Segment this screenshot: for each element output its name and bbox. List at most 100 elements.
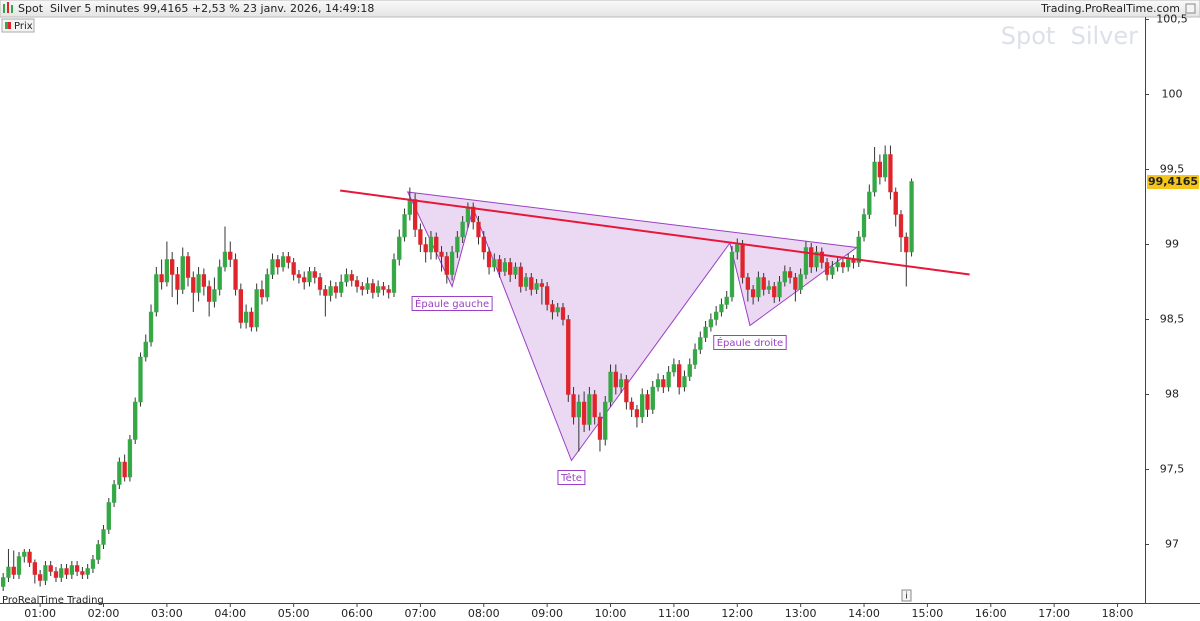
candle-body (428, 236, 434, 253)
candle-body (302, 277, 307, 283)
candle-body (692, 349, 698, 365)
pattern-label: Épaule gauche (415, 297, 489, 310)
candle-body (618, 379, 624, 388)
candle-body (259, 289, 265, 298)
candle-body (291, 262, 296, 275)
candle-body (249, 311, 254, 328)
candle-body (523, 277, 529, 287)
y-tick-label: 98 (1165, 388, 1179, 401)
x-tick-label: 07:00 (405, 607, 437, 620)
candle-body (867, 191, 872, 215)
candle-body (286, 256, 291, 263)
candle-body (69, 565, 74, 575)
candle-body (206, 286, 212, 302)
candle-body (655, 379, 661, 388)
x-tick-label: 01:00 (24, 607, 56, 620)
info-icon[interactable] (901, 589, 912, 602)
candle-body (904, 236, 909, 253)
candle-body (597, 416, 603, 440)
candle-body (481, 236, 486, 253)
candle-body (883, 154, 888, 178)
candle-body (550, 304, 555, 313)
candle-body (502, 262, 508, 272)
candle-body (587, 394, 592, 425)
candle-body (798, 274, 803, 290)
legend-icon (8, 22, 11, 29)
candle-body (486, 251, 492, 268)
candle-body (370, 283, 376, 293)
candle-body (581, 401, 587, 425)
candle-body (53, 571, 59, 578)
candle-body (328, 286, 333, 296)
candle-body (201, 274, 207, 287)
candle-body (117, 461, 122, 485)
candle-body (74, 565, 80, 572)
candle-body (698, 337, 703, 350)
candle-body (809, 247, 814, 268)
y-tick-label: 97 (1165, 538, 1179, 551)
candle-body (640, 394, 645, 418)
candle-body (814, 251, 819, 268)
candle-body (434, 236, 439, 253)
pattern-label-box (713, 335, 787, 350)
candle-body (608, 371, 613, 403)
candle-body (492, 259, 497, 268)
candle-body (280, 256, 286, 268)
candle-body (354, 280, 360, 287)
window-button[interactable] (1185, 3, 1196, 14)
candle-body (518, 266, 523, 287)
candle-body (412, 199, 418, 230)
candle-body (402, 214, 407, 238)
x-tick-label: 18:00 (1102, 607, 1134, 620)
candle-body (756, 277, 761, 298)
candle-body (729, 251, 735, 298)
candle-body (185, 256, 191, 278)
candle-body (407, 199, 412, 215)
candle-body (27, 551, 32, 563)
y-tick-label: 100,5 (1156, 13, 1188, 26)
pattern-label: Tête (560, 472, 582, 484)
y-tick-label: 97,5 (1160, 463, 1185, 476)
candle-body (677, 364, 682, 388)
candle-body (497, 259, 502, 272)
candle-body (629, 401, 634, 410)
candle-body (349, 274, 354, 281)
candle-body (508, 262, 513, 275)
candle-body (418, 229, 423, 245)
x-tick-label: 16:00 (975, 607, 1007, 620)
candle-body (439, 251, 444, 257)
candle-body (111, 484, 117, 503)
candle-body (661, 379, 666, 388)
candle-body (233, 259, 238, 290)
x-tick-label: 05:00 (278, 607, 310, 620)
candle-body (339, 281, 344, 293)
candle-body (856, 236, 861, 263)
candle-body (85, 568, 90, 575)
y-tick-label: 100 (1162, 88, 1183, 101)
candle-body (666, 371, 671, 388)
candle-body (217, 266, 222, 290)
candle-body (576, 401, 581, 418)
candle-body (872, 161, 877, 193)
last-price-label: 99,4165 (1148, 175, 1198, 188)
candle-body (43, 565, 48, 581)
candle-body (877, 161, 883, 178)
candle-body (386, 289, 391, 293)
candle-body (645, 394, 650, 410)
pattern-label-box (557, 470, 586, 485)
candle-body (381, 286, 386, 290)
candle-body (307, 271, 312, 283)
candle-body (671, 364, 677, 373)
candle-body (544, 286, 550, 305)
candle-body (745, 277, 750, 290)
candle-body (11, 566, 16, 575)
candle-body (634, 409, 640, 418)
candle-body (238, 289, 243, 323)
last-price-tag (1147, 175, 1199, 190)
candle-body (333, 286, 339, 293)
candle-body (682, 376, 687, 388)
app-icon (3, 2, 13, 13)
candle-body (37, 574, 43, 581)
info-icon-text: i (905, 592, 908, 602)
